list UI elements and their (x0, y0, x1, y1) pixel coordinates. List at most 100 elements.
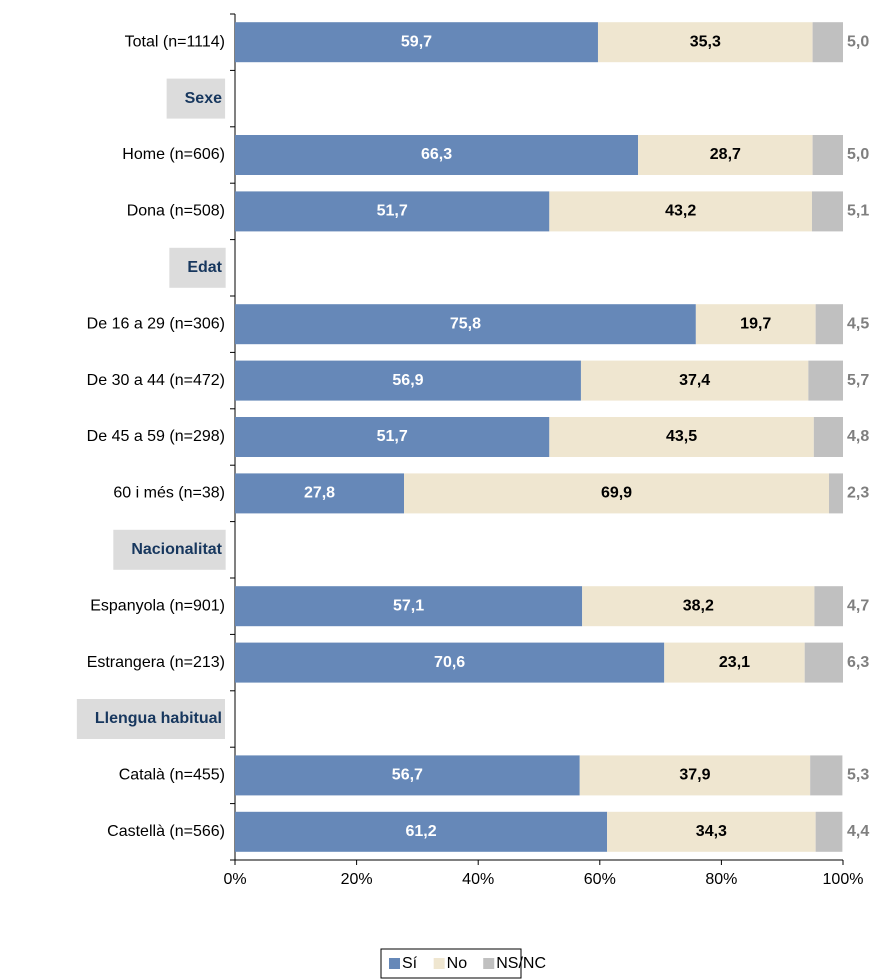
value-label: 51,7 (377, 428, 408, 445)
value-label: 70,6 (434, 654, 465, 671)
bar-segment (597, 22, 813, 63)
legend-label: No (447, 955, 468, 972)
value-label: 75,8 (450, 315, 481, 332)
bar-segment (638, 135, 813, 175)
value-label: 19,7 (740, 315, 771, 332)
y-tick-label: Dona (n=508) (127, 203, 225, 220)
bar-segment (607, 811, 816, 852)
value-label: 34,3 (696, 823, 727, 840)
bar-segment (813, 417, 843, 457)
section-header-label: Edat (187, 259, 222, 276)
bar-segment (811, 191, 843, 232)
y-tick-label: Català (n=455) (119, 767, 225, 784)
value-label: 5,3 (847, 767, 869, 784)
value-label: 23,1 (719, 654, 750, 671)
legend-swatch (389, 958, 400, 969)
bar-segment (235, 473, 405, 514)
value-label: 5,0 (847, 146, 869, 163)
x-tick-label: 100% (823, 871, 864, 888)
legend-label: Sí (402, 955, 418, 972)
y-tick-label: Estrangera (n=213) (87, 654, 225, 671)
y-tick-label: De 45 a 59 (n=298) (87, 428, 225, 445)
legend-label: NS/NC (496, 955, 546, 972)
bar-segment (695, 304, 816, 345)
y-tick-label: Espanyola (n=901) (90, 597, 225, 614)
value-label: 66,3 (421, 146, 452, 163)
bar-segment (235, 360, 581, 401)
x-tick-label: 0% (223, 871, 246, 888)
bar-segment (582, 586, 815, 627)
value-label: 5,1 (847, 203, 869, 220)
value-label: 37,9 (679, 767, 710, 784)
value-label: 4,4 (847, 823, 869, 840)
bar-segment (814, 586, 843, 627)
bar-segment (235, 755, 580, 796)
bar-segment (235, 642, 665, 683)
value-label: 61,2 (405, 823, 436, 840)
value-label: 57,1 (393, 597, 424, 614)
bar-segment (664, 642, 805, 683)
value-label: 56,7 (392, 767, 423, 784)
bar-segment (235, 586, 583, 627)
bar-segment (235, 304, 696, 345)
bar-segment (549, 191, 812, 232)
section-header: Nacionalitat (113, 529, 226, 570)
y-tick-label: Total (n=1114) (125, 33, 225, 50)
section-header-bg (76, 699, 225, 739)
legend-swatch (483, 958, 495, 969)
y-tick-label: Castellà (n=566) (107, 823, 225, 840)
value-label: 2,3 (847, 485, 869, 502)
value-label: 43,5 (666, 428, 697, 445)
y-tick-label: De 16 a 29 (n=306) (87, 315, 225, 332)
y-tick-label: Home (n=606) (122, 146, 225, 163)
bar-segment (812, 135, 843, 175)
bar-segment (235, 22, 598, 63)
x-tick-label: 40% (462, 871, 494, 888)
bar-segment (404, 473, 830, 514)
bar-segment (815, 304, 843, 345)
bar-segment (829, 473, 843, 514)
bar-segment (580, 360, 809, 401)
bar-segment (549, 417, 814, 457)
x-tick-label: 60% (584, 871, 616, 888)
bar-segment (235, 417, 550, 457)
bar-segment (235, 811, 608, 852)
bar-segment (235, 191, 550, 232)
value-label: 69,9 (601, 485, 632, 502)
value-label: 37,4 (679, 372, 710, 389)
value-label: 35,3 (690, 33, 721, 50)
value-label: 6,3 (847, 654, 869, 671)
x-tick-label: 80% (705, 871, 737, 888)
value-label: 59,7 (401, 33, 432, 50)
legend-box (380, 948, 522, 979)
section-header: Llengua habitual (76, 699, 225, 739)
section-header: Sexe (166, 78, 226, 119)
section-header-bg (169, 247, 226, 288)
section-header-bg (113, 529, 226, 570)
y-tick-label: De 30 a 44 (n=472) (87, 372, 225, 389)
value-label: 38,2 (683, 597, 714, 614)
bar-segment (808, 360, 843, 401)
value-label: 27,8 (304, 485, 335, 502)
section-header-label: Nacionalitat (131, 541, 222, 558)
bar-segment (815, 811, 843, 852)
value-label: 5,7 (847, 372, 869, 389)
section-header-label: Sexe (185, 90, 222, 107)
bar-segment (812, 22, 843, 63)
section-header-bg (166, 78, 226, 119)
bar-segment (810, 755, 843, 796)
bar-segment (235, 135, 639, 175)
x-tick-label: 20% (341, 871, 373, 888)
value-label: 5,0 (847, 33, 869, 50)
legend-swatch (433, 958, 445, 969)
value-label: 51,7 (377, 203, 408, 220)
value-label: 28,7 (710, 146, 741, 163)
value-label: 4,5 (847, 315, 869, 332)
bar-segment (804, 642, 843, 683)
value-label: 4,8 (847, 428, 869, 445)
section-header-label: Llengua habitual (95, 710, 222, 727)
y-tick-label: 60 i més (n=38) (113, 485, 225, 502)
bar-segment (579, 755, 811, 796)
value-label: 56,9 (392, 372, 423, 389)
